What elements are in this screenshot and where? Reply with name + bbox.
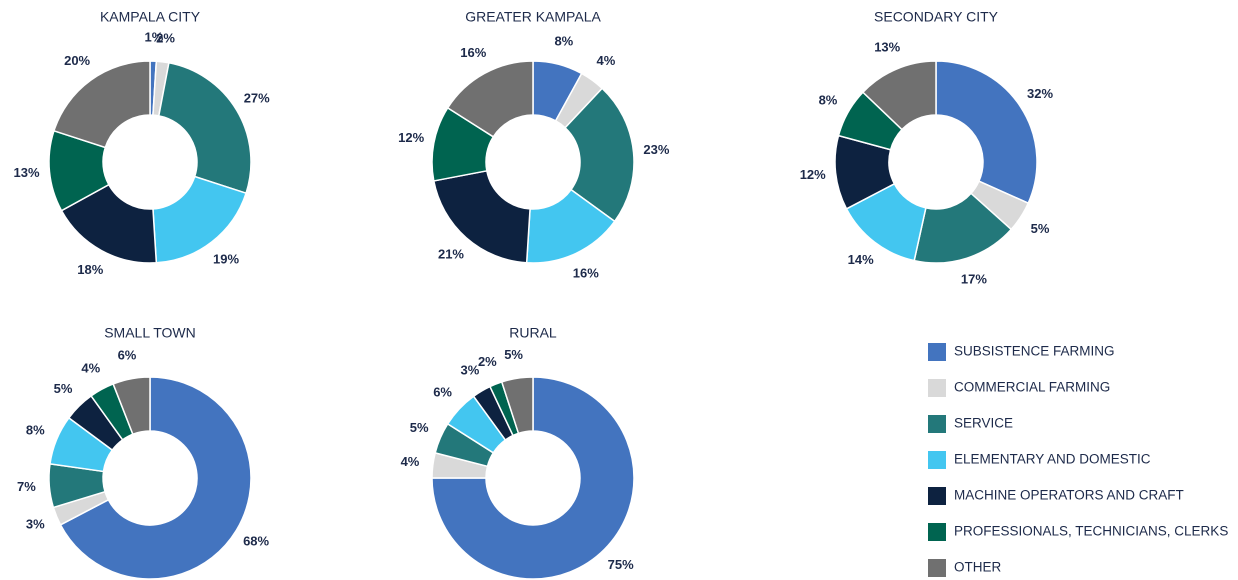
legend-label: MACHINE OPERATORS AND CRAFT bbox=[954, 488, 1184, 503]
data-label: 4% bbox=[401, 454, 420, 469]
donut-slice bbox=[59, 376, 252, 580]
chart-title: KAMPALA CITY bbox=[100, 9, 201, 25]
data-label: 20% bbox=[64, 53, 90, 68]
data-label: 8% bbox=[554, 33, 573, 48]
chart-title: GREATER KAMPALA bbox=[465, 9, 601, 25]
legend-swatch bbox=[928, 451, 946, 469]
data-label: 12% bbox=[800, 167, 826, 182]
legend-label: COMMERCIAL FARMING bbox=[954, 380, 1110, 395]
data-label: 8% bbox=[26, 422, 45, 437]
donut-slice bbox=[861, 60, 937, 131]
legend-swatch bbox=[928, 559, 946, 577]
data-label: 19% bbox=[213, 251, 239, 266]
donut-slice bbox=[564, 87, 635, 223]
legend-swatch bbox=[928, 487, 946, 505]
data-label: 16% bbox=[573, 266, 599, 281]
data-label: 2% bbox=[478, 354, 497, 369]
data-label: 21% bbox=[438, 246, 464, 261]
data-label: 17% bbox=[961, 271, 987, 286]
data-label: 14% bbox=[848, 252, 874, 267]
legend-swatch bbox=[928, 523, 946, 541]
donut-slice bbox=[500, 376, 534, 435]
donut-slice bbox=[432, 169, 531, 264]
data-label: 13% bbox=[14, 165, 40, 180]
data-label: 5% bbox=[410, 420, 429, 435]
data-label: 3% bbox=[460, 363, 479, 378]
data-label: 32% bbox=[1027, 86, 1053, 101]
chart-title: SMALL TOWN bbox=[104, 325, 196, 341]
data-label: 68% bbox=[243, 534, 269, 549]
donut-slice bbox=[157, 61, 252, 195]
data-label: 8% bbox=[819, 93, 838, 108]
data-label: 16% bbox=[460, 45, 486, 60]
donut-slice bbox=[446, 60, 534, 138]
data-label: 3% bbox=[26, 516, 45, 531]
data-label: 5% bbox=[54, 381, 73, 396]
data-label: 4% bbox=[81, 360, 100, 375]
donut-slice bbox=[152, 175, 248, 264]
legend-swatch bbox=[928, 343, 946, 361]
data-label: 2% bbox=[156, 30, 175, 45]
data-label: 13% bbox=[874, 39, 900, 54]
data-label: 5% bbox=[1031, 221, 1050, 236]
data-label: 18% bbox=[77, 262, 103, 277]
data-label: 27% bbox=[244, 90, 270, 105]
data-label: 12% bbox=[398, 130, 424, 145]
data-label: 75% bbox=[608, 557, 634, 572]
legend-swatch bbox=[928, 415, 946, 433]
data-label: 23% bbox=[643, 142, 669, 157]
legend-swatch bbox=[928, 379, 946, 397]
legend-label: ELEMENTARY AND DOMESTIC bbox=[954, 452, 1151, 467]
legend-label: SUBSISTENCE FARMING bbox=[954, 344, 1115, 359]
data-label: 4% bbox=[596, 53, 615, 68]
data-label: 7% bbox=[17, 479, 36, 494]
donut-slice bbox=[112, 376, 151, 436]
data-label: 1% bbox=[144, 29, 163, 44]
data-label: 5% bbox=[504, 347, 523, 362]
donut-slice bbox=[935, 60, 1038, 205]
chart-title: RURAL bbox=[509, 325, 557, 341]
donut-slice bbox=[431, 376, 635, 580]
legend-label: OTHER bbox=[954, 560, 1002, 575]
legend-label: PROFESSIONALS, TECHNICIANS, CLERKS bbox=[954, 524, 1228, 539]
chart-title: SECONDARY CITY bbox=[874, 9, 999, 25]
data-label: 6% bbox=[433, 385, 452, 400]
data-label: 6% bbox=[118, 348, 137, 363]
legend-label: SERVICE bbox=[954, 416, 1013, 431]
donut-slice bbox=[52, 60, 151, 149]
